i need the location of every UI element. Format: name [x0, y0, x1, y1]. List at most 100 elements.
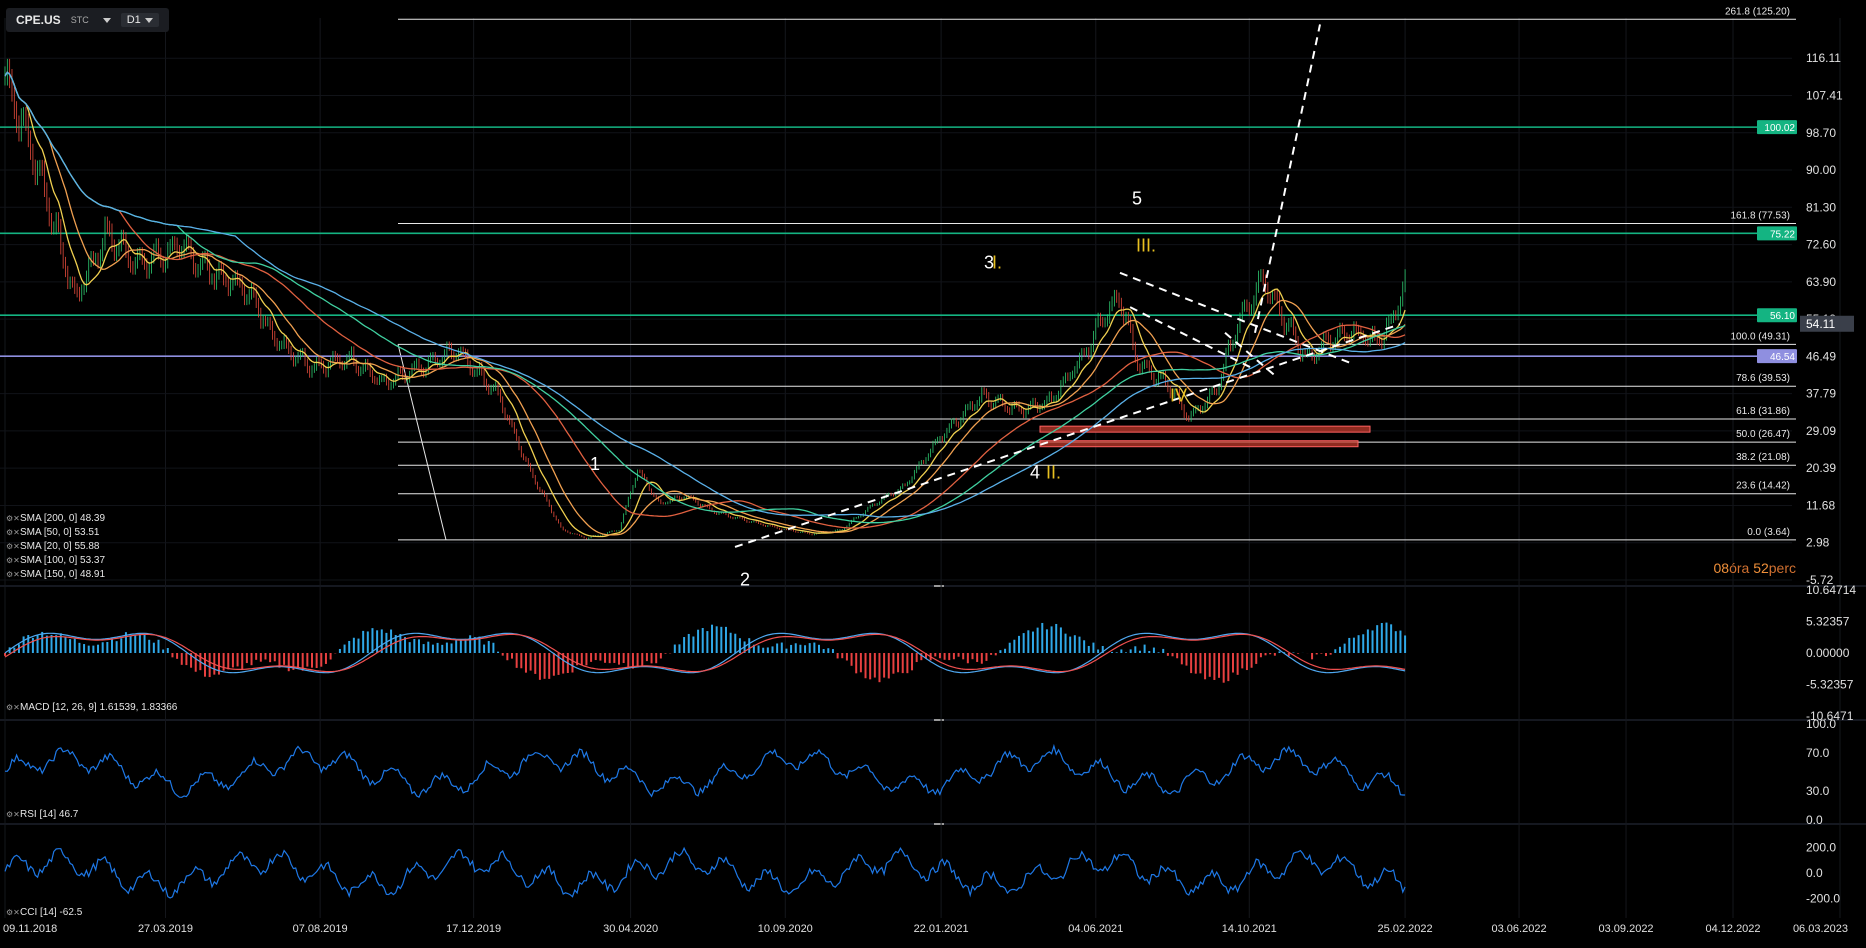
x-tick-label: 03.09.2022 [1599, 923, 1654, 935]
y-tick-label: 29.09 [1806, 424, 1836, 438]
macd-signal-line [4, 633, 1406, 673]
timeframe-label: D1 [126, 14, 141, 26]
y-tick-label: 70.0 [1806, 746, 1830, 760]
level-price-label: 46.54 [1770, 352, 1795, 363]
symbol-name[interactable]: CPE.US [16, 13, 61, 27]
legend-sma100: ⚙✕SMA [100, 0] 53.37 [6, 555, 105, 566]
settings-close-icon[interactable]: ⚙✕ [6, 542, 20, 551]
y-tick-label: -5.32357 [1806, 678, 1854, 692]
y-tick-label: 2.98 [1806, 536, 1830, 550]
legend-text: SMA [100, 0] 53.37 [20, 555, 106, 566]
support-zone-box [1039, 440, 1359, 448]
chevron-down-icon[interactable] [102, 17, 111, 23]
symbol-bar[interactable]: CPE.US STC D1 [6, 8, 169, 32]
countdown-minutes: 52 [1753, 560, 1769, 576]
triangle-upper-line [1119, 271, 1351, 364]
y-tick-label: 116.11 [1806, 51, 1841, 65]
legend-text: SMA [150, 0] 48.91 [20, 569, 106, 580]
settings-close-icon[interactable]: ⚙✕ [6, 570, 20, 579]
x-tick-label: 17.12.2019 [446, 923, 501, 935]
y-tick-label: 30.0 [1806, 784, 1830, 798]
panel-resize-handle [934, 823, 944, 825]
wave-label: IV [1170, 385, 1187, 405]
current-price-tag [1800, 315, 1854, 332]
fib-level-label: 61.8 (31.86) [1736, 406, 1790, 417]
x-tick-label: 03.06.2022 [1492, 923, 1547, 935]
wave-label: 5 [1132, 188, 1142, 208]
fib-level-label: 261.8 (125.20) [1725, 6, 1790, 17]
y-tick-label: 11.68 [1806, 498, 1835, 512]
fib-level-label: 0.0 (3.64) [1747, 527, 1790, 538]
settings-close-icon[interactable]: ⚙✕ [6, 908, 20, 917]
x-tick-label: 30.04.2020 [603, 923, 658, 935]
y-tick-label: -5.72 [1806, 573, 1834, 587]
exchange-label: STC [70, 15, 89, 25]
legend-cci: ⚙✕CCI [14] -62.5 [6, 907, 82, 918]
settings-close-icon[interactable]: ⚙✕ [6, 514, 20, 523]
legend-sma200: ⚙✕SMA [200, 0] 48.39 [6, 513, 105, 524]
legend-sma150: ⚙✕SMA [150, 0] 48.91 [6, 569, 105, 580]
sma50-line [4, 71, 1406, 538]
settings-close-icon[interactable]: ⚙✕ [6, 528, 20, 537]
legend-macd: ⚙✕MACD [12, 26, 9] 1.61539, 1.83366 [6, 702, 177, 713]
y-tick-label: 20.39 [1806, 461, 1836, 475]
timeframe-selector[interactable]: D1 [120, 13, 159, 27]
sma20-line [4, 71, 1406, 536]
fib-level-label: 38.2 (21.08) [1736, 452, 1790, 463]
fib-level-label: 100.0 (49.31) [1731, 331, 1791, 342]
y-tick-label: 0.0 [1806, 813, 1823, 827]
x-tick-label: 09.11.2018 [3, 923, 57, 935]
legend-sma20: ⚙✕SMA [20, 0] 55.88 [6, 541, 100, 552]
level-price-label: 75.22 [1770, 229, 1795, 240]
level-price-label: 56.10 [1770, 311, 1795, 322]
y-tick-label: 72.60 [1806, 238, 1836, 252]
legend-text: CCI [14] -62.5 [20, 907, 83, 918]
x-tick-label: 14.10.2021 [1222, 923, 1277, 935]
cci-line [4, 846, 1406, 899]
fib-level-label: 78.6 (39.53) [1736, 373, 1790, 384]
fib-level-label: 23.6 (14.42) [1736, 481, 1790, 492]
y-tick-label: 81.30 [1806, 200, 1836, 214]
y-tick-label: 46.49 [1806, 349, 1836, 363]
current-price-label: 54.11 [1806, 317, 1835, 331]
legend-rsi: ⚙✕RSI [14] 46.7 [6, 809, 78, 820]
y-tick-label: 200.0 [1806, 840, 1836, 854]
level-price-tag [1757, 308, 1797, 323]
triangle-lower-line [1224, 332, 1276, 377]
level-price-tag [1757, 120, 1797, 135]
y-tick-label: 63.90 [1806, 275, 1836, 289]
y-tick-label: 5.32357 [1806, 615, 1850, 629]
wave-label: 2 [740, 569, 750, 589]
y-tick-label: -10.6471 [1806, 709, 1854, 723]
y-tick-label: 0.00000 [1806, 646, 1850, 660]
breakout-projection-line [1254, 24, 1321, 333]
y-tick-label: -200.0 [1806, 892, 1840, 906]
uptrend-line [734, 323, 1401, 548]
wave-label: 4 [1030, 462, 1040, 482]
wave-label: III. [1136, 235, 1156, 255]
x-tick-label: 22.01.2021 [914, 923, 969, 935]
level-price-tag [1757, 349, 1797, 364]
sma150-line [4, 71, 1406, 524]
legend-text: RSI [14] 46.7 [20, 809, 79, 820]
legend-text: SMA [50, 0] 53.51 [20, 527, 100, 538]
countdown-hours-unit: óra [1729, 560, 1750, 576]
panel-resize-handle [934, 585, 944, 587]
legend-text: MACD [12, 26, 9] 1.61539, 1.83366 [20, 702, 178, 713]
wave-label: I. [992, 253, 1002, 273]
wave-label: 3 [984, 253, 994, 273]
sma200-line [4, 71, 1406, 518]
x-tick-label: 27.03.2019 [138, 923, 193, 935]
x-tick-label: 07.08.2019 [293, 923, 348, 935]
settings-close-icon[interactable]: ⚙✕ [6, 556, 20, 565]
countdown-hours: 08 [1713, 560, 1730, 576]
fib-level-label: 50.0 (26.47) [1736, 429, 1790, 440]
wave-label: 1 [590, 454, 600, 474]
settings-close-icon[interactable]: ⚙✕ [6, 703, 20, 712]
triangle-inner-line [1129, 306, 1251, 368]
y-tick-label: 98.70 [1806, 126, 1836, 140]
x-tick-label: 04.12.2022 [1705, 923, 1760, 935]
settings-close-icon[interactable]: ⚙✕ [6, 810, 20, 819]
legend-text: SMA [20, 0] 55.88 [20, 541, 100, 552]
